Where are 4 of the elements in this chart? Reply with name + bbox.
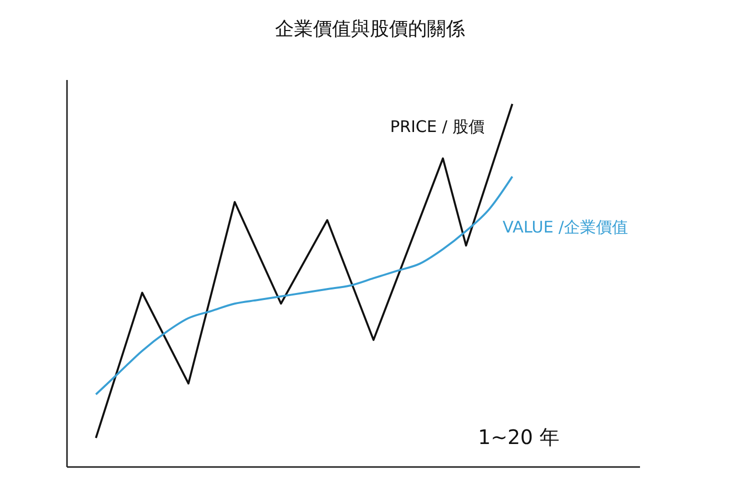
series-label: PRICE / 股價 bbox=[390, 116, 484, 136]
x-axis-title: 1~20 年 bbox=[478, 424, 560, 451]
chart-title: 企業價值與股價的關係 bbox=[274, 17, 466, 42]
series-label: VALUE /企業價值 bbox=[502, 218, 628, 237]
